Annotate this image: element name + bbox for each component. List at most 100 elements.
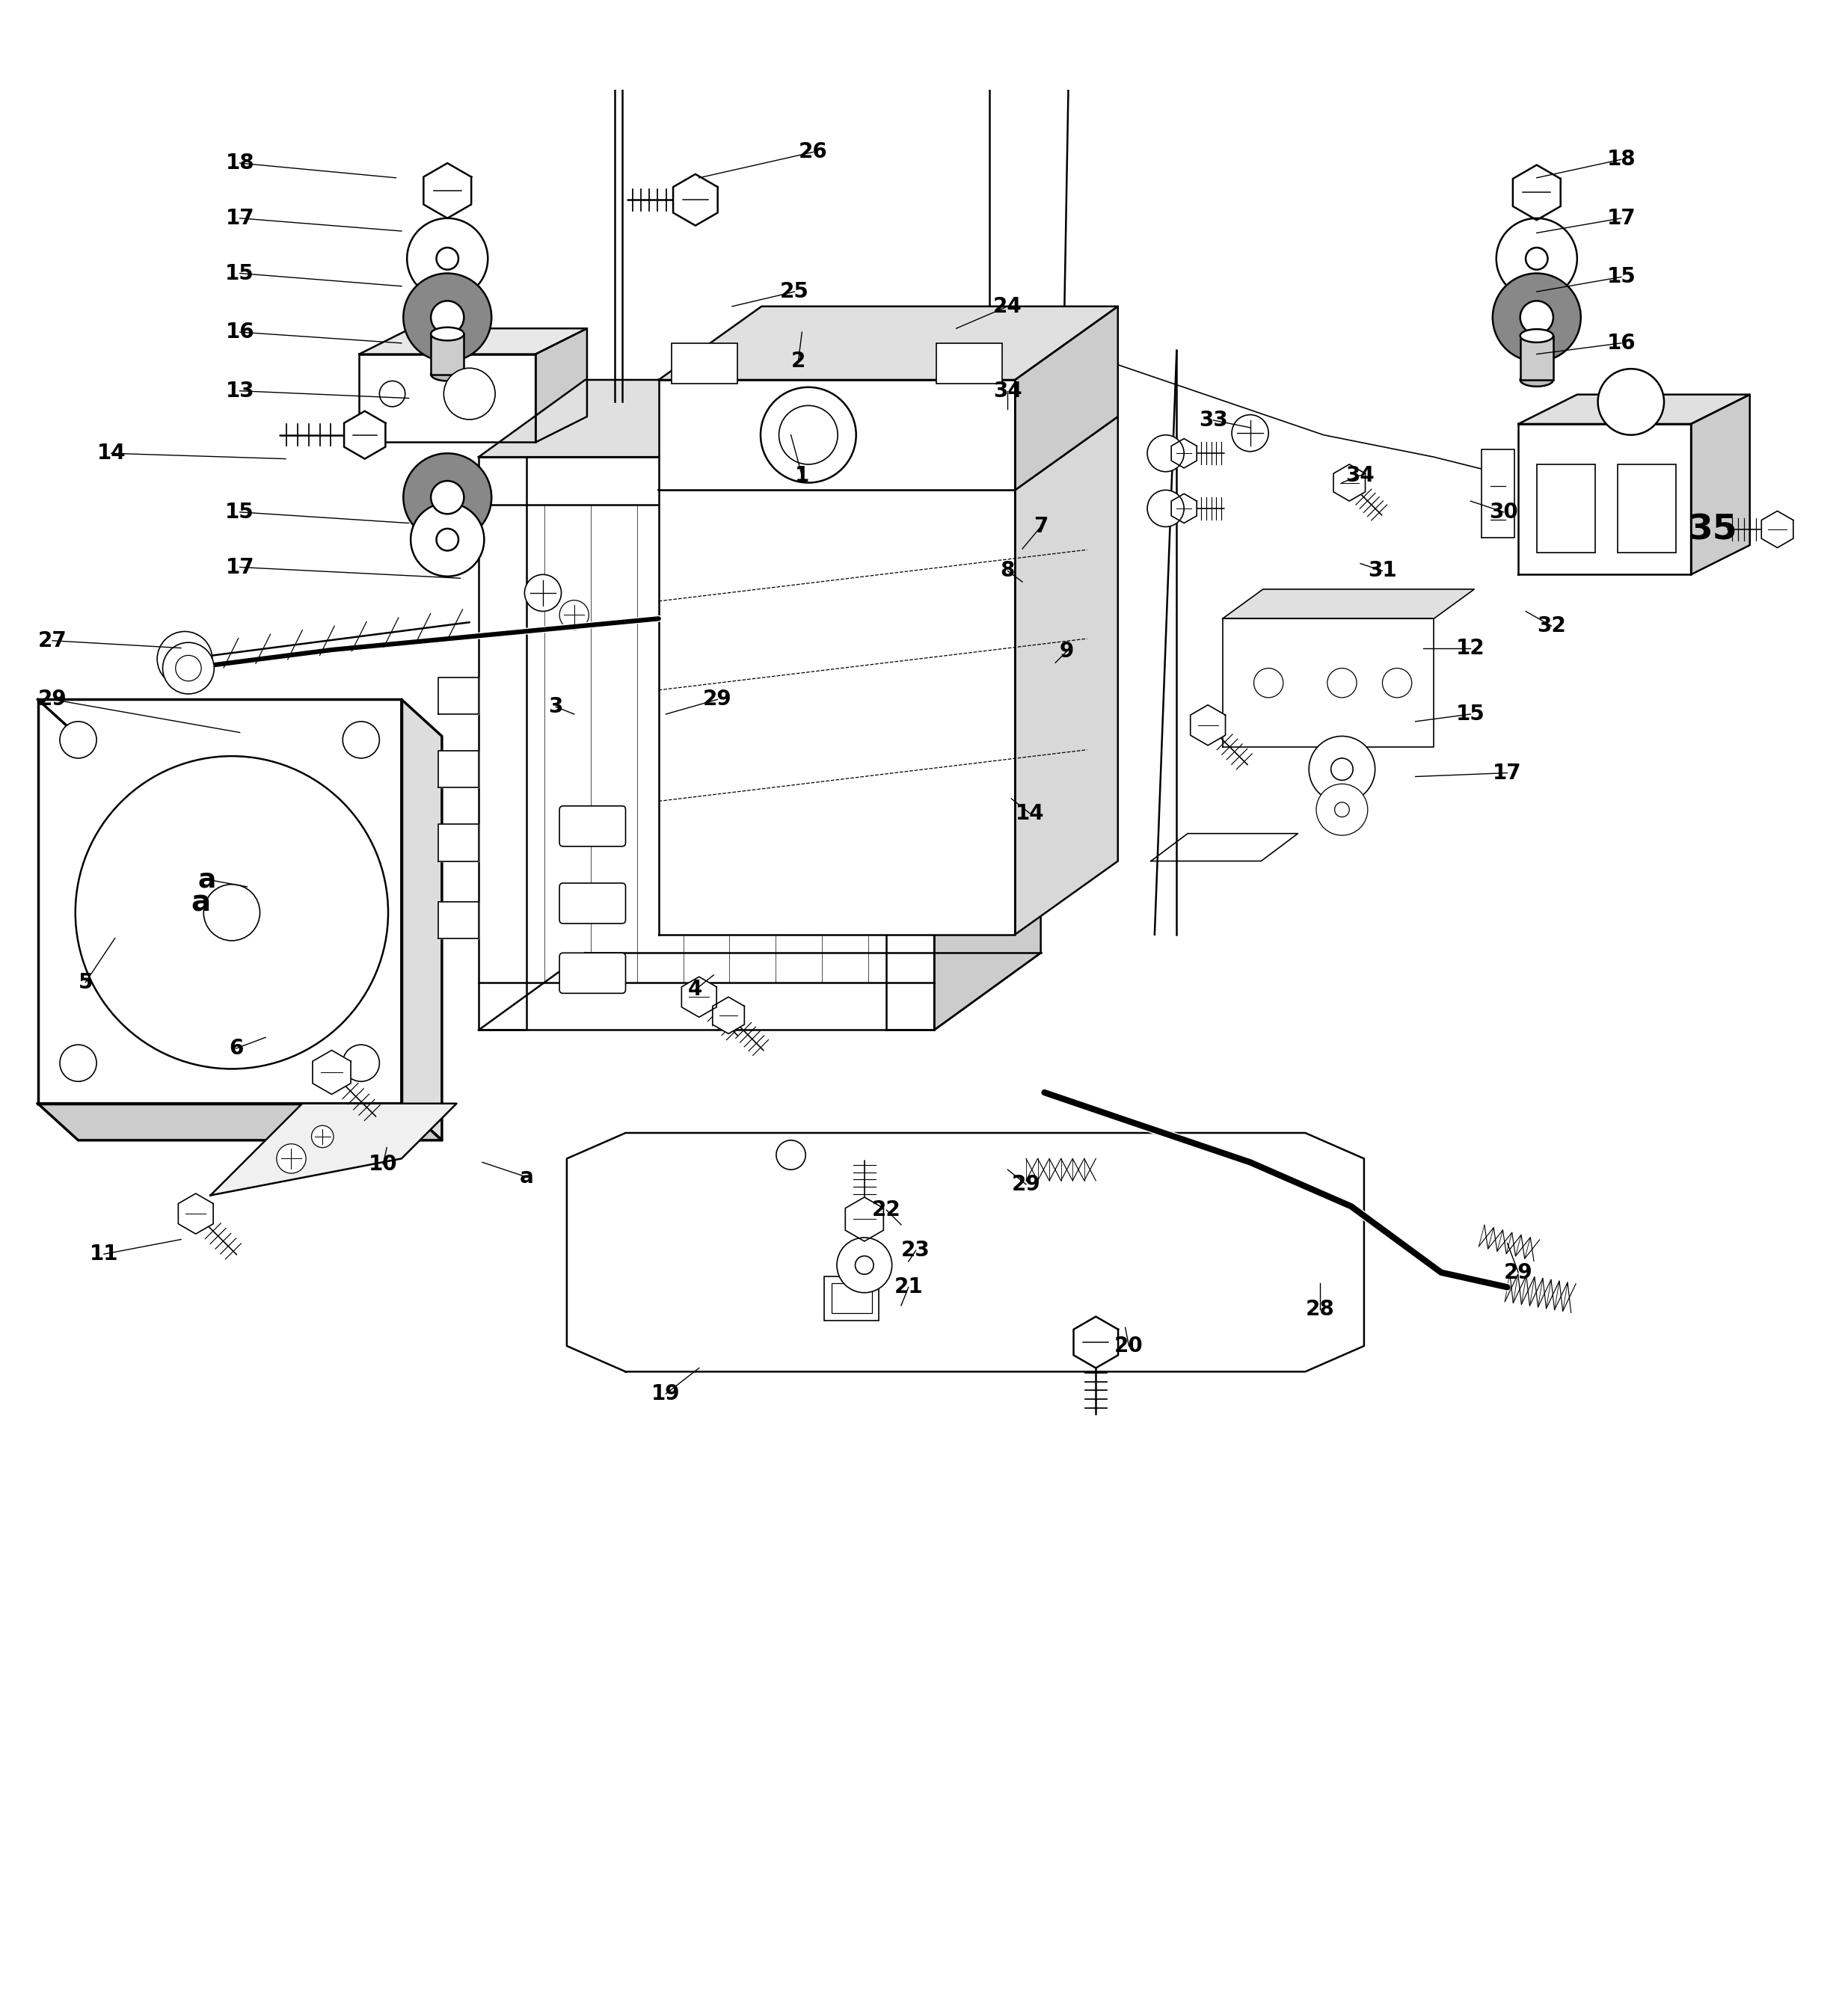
Circle shape	[175, 655, 200, 681]
Circle shape	[1148, 435, 1184, 472]
Text: 31: 31	[1368, 560, 1398, 581]
Polygon shape	[1074, 1316, 1118, 1369]
Text: 10: 10	[368, 1153, 397, 1175]
Polygon shape	[1151, 833, 1298, 861]
Text: 22: 22	[872, 1200, 901, 1220]
Polygon shape	[344, 411, 386, 460]
Circle shape	[1598, 369, 1664, 435]
Text: 14: 14	[1015, 802, 1045, 825]
Text: a: a	[191, 889, 210, 917]
Text: 7: 7	[1034, 516, 1048, 536]
Text: 26: 26	[798, 141, 828, 163]
Text: 29: 29	[702, 689, 732, 710]
Polygon shape	[1692, 395, 1749, 575]
Polygon shape	[1015, 306, 1118, 490]
Polygon shape	[1519, 423, 1692, 575]
Circle shape	[776, 1141, 805, 1169]
Circle shape	[156, 631, 211, 687]
Circle shape	[204, 885, 259, 941]
Polygon shape	[178, 1193, 213, 1234]
Circle shape	[379, 381, 405, 407]
Text: 9: 9	[1059, 641, 1074, 661]
Text: 29: 29	[1011, 1173, 1041, 1195]
Text: 2: 2	[791, 351, 805, 371]
Text: 29: 29	[39, 689, 66, 710]
Circle shape	[61, 722, 97, 758]
Circle shape	[1383, 667, 1412, 698]
Bar	[824, 1276, 879, 1320]
Text: 17: 17	[1607, 208, 1635, 228]
Circle shape	[1254, 667, 1284, 698]
Text: 11: 11	[90, 1244, 118, 1264]
Circle shape	[410, 502, 484, 577]
Polygon shape	[438, 750, 478, 788]
Text: 15: 15	[226, 502, 254, 522]
Polygon shape	[401, 700, 441, 1141]
Polygon shape	[313, 1050, 351, 1095]
Circle shape	[162, 643, 213, 694]
Text: 16: 16	[226, 323, 254, 343]
Text: 15: 15	[1607, 266, 1635, 288]
Circle shape	[430, 482, 463, 514]
Circle shape	[403, 454, 491, 542]
Text: 17: 17	[226, 208, 254, 228]
Bar	[936, 343, 1002, 383]
Polygon shape	[886, 458, 934, 1030]
Bar	[1618, 464, 1677, 552]
Text: 21: 21	[894, 1276, 923, 1298]
Circle shape	[443, 369, 495, 419]
Text: 14: 14	[97, 444, 125, 464]
Polygon shape	[1519, 395, 1749, 423]
Text: 3: 3	[548, 696, 563, 718]
Circle shape	[430, 300, 463, 335]
Polygon shape	[478, 458, 934, 504]
Text: 25: 25	[780, 280, 809, 302]
Circle shape	[169, 645, 199, 673]
Circle shape	[761, 387, 857, 482]
Polygon shape	[423, 163, 471, 218]
Circle shape	[1526, 248, 1548, 270]
Polygon shape	[682, 978, 717, 1018]
Circle shape	[342, 1044, 379, 1081]
Polygon shape	[478, 982, 934, 1030]
Ellipse shape	[1521, 329, 1554, 343]
Polygon shape	[658, 490, 1015, 935]
Circle shape	[1493, 274, 1582, 361]
Text: 24: 24	[993, 296, 1022, 317]
Polygon shape	[39, 700, 401, 1103]
Text: 19: 19	[651, 1383, 680, 1405]
Polygon shape	[438, 677, 478, 714]
Circle shape	[61, 1044, 97, 1081]
Text: 27: 27	[39, 631, 66, 651]
Polygon shape	[359, 329, 587, 355]
Text: a: a	[519, 1167, 533, 1187]
Circle shape	[780, 405, 839, 464]
Polygon shape	[1482, 450, 1515, 538]
Text: 29: 29	[1504, 1262, 1532, 1282]
Polygon shape	[658, 379, 1015, 490]
Circle shape	[406, 218, 487, 298]
Polygon shape	[1333, 464, 1365, 502]
Circle shape	[342, 722, 379, 758]
Circle shape	[75, 756, 388, 1068]
Circle shape	[559, 601, 588, 629]
Circle shape	[1335, 802, 1350, 816]
Polygon shape	[1190, 706, 1225, 746]
Bar	[1537, 464, 1596, 552]
Text: 17: 17	[1493, 762, 1521, 784]
Circle shape	[855, 1256, 874, 1274]
Text: 5: 5	[79, 972, 92, 992]
Bar	[1521, 337, 1554, 379]
FancyBboxPatch shape	[559, 954, 625, 994]
Ellipse shape	[1521, 373, 1554, 387]
Ellipse shape	[430, 367, 463, 381]
Circle shape	[837, 1238, 892, 1292]
FancyBboxPatch shape	[559, 883, 625, 923]
Text: 16: 16	[1607, 333, 1635, 353]
Circle shape	[436, 528, 458, 550]
Circle shape	[1328, 667, 1357, 698]
Polygon shape	[39, 1103, 441, 1141]
Circle shape	[1148, 490, 1184, 526]
Text: 33: 33	[1199, 409, 1228, 431]
Polygon shape	[438, 825, 478, 861]
